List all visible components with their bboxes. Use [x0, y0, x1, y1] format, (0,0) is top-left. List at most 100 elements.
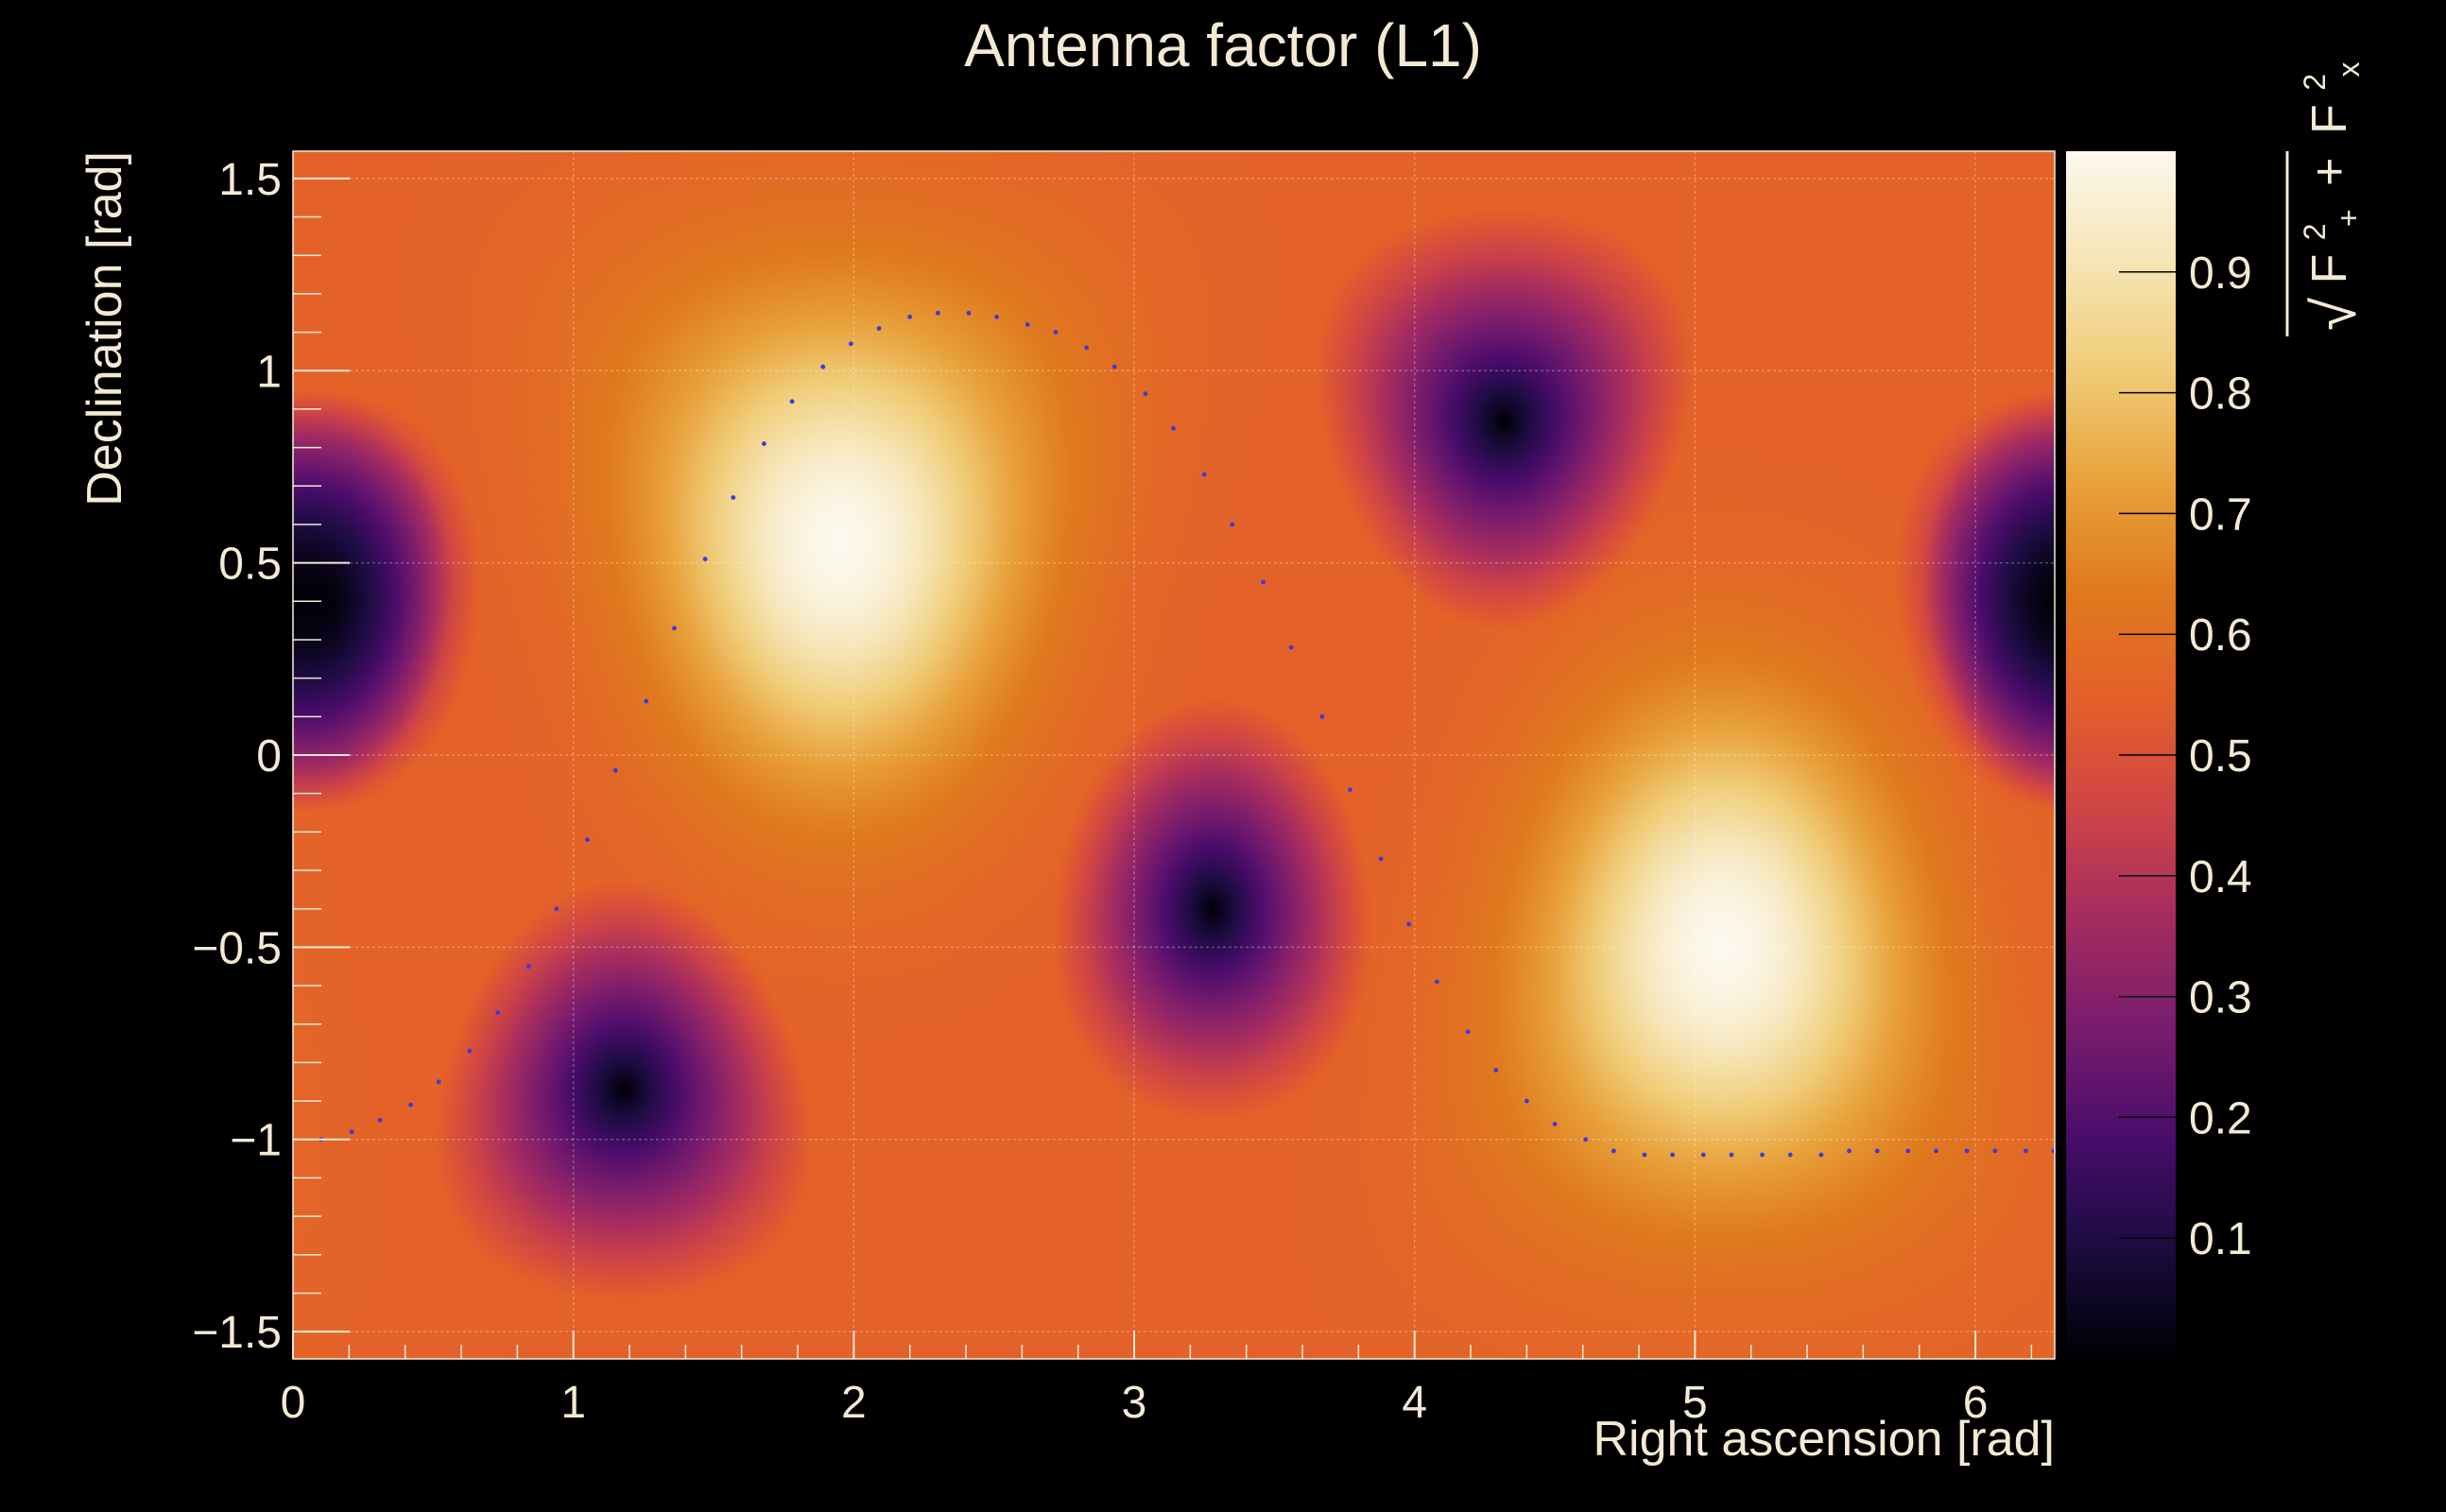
- overlay-point: [408, 1102, 414, 1108]
- overlay-point: [907, 314, 913, 319]
- overlay-point: [1992, 1148, 1998, 1154]
- overlay-point: [762, 441, 767, 446]
- colorbar-label: √ F 2 + + F 2 x: [2282, 60, 2370, 336]
- colorbar-label-plus: +: [2302, 157, 2357, 185]
- overlay-point: [1111, 364, 1117, 369]
- heatmap-image: [293, 151, 2055, 1359]
- overlay-point: [1964, 1148, 1970, 1154]
- overlay-point: [731, 495, 736, 500]
- overlay-point: [585, 837, 590, 842]
- colorbar-label-f1: F: [2302, 254, 2357, 284]
- grid-lines: [292, 151, 2055, 1359]
- overlay-point: [1552, 1122, 1558, 1126]
- overlay-point: [1700, 1152, 1706, 1158]
- overlay-point: [1465, 1029, 1471, 1035]
- overlay-point: [848, 341, 853, 347]
- overlay-point: [876, 326, 882, 331]
- overlay-point: [1378, 856, 1384, 862]
- overlay-point: [1261, 579, 1266, 585]
- overlay-point: [1905, 1148, 1911, 1154]
- overlay-point: [1787, 1152, 1793, 1158]
- overlay-point: [994, 314, 1000, 319]
- overlay-point: [1230, 522, 1235, 527]
- y-axis-label: Declination [rad]: [78, 151, 132, 507]
- overlay-point: [789, 399, 795, 404]
- overlay-point: [554, 906, 560, 912]
- overlay-point: [349, 1129, 354, 1135]
- overlay-point: [1025, 322, 1030, 327]
- overlay-point: [1435, 979, 1439, 985]
- overlay-point: [1583, 1137, 1589, 1143]
- overlay-point: [495, 1010, 500, 1015]
- overlay-point: [644, 698, 649, 704]
- y-tick-label: 1: [256, 347, 282, 397]
- colorbar-tick-label: 0.7: [2189, 490, 2252, 540]
- overlay-point: [1729, 1152, 1734, 1158]
- plot-area: [292, 150, 2057, 1360]
- x-tick-label: 4: [1402, 1378, 1427, 1428]
- overlay-point: [1818, 1152, 1824, 1158]
- chart-title: Antenna factor (L1): [964, 11, 1482, 79]
- overlay-point: [1642, 1152, 1647, 1158]
- colorbar-label-f2: F: [2302, 104, 2357, 134]
- colorbar-tick-label: 0.2: [2189, 1093, 2252, 1143]
- overlay-point: [672, 626, 677, 631]
- overlay-point: [377, 1118, 383, 1123]
- colorbar-tick-label: 0.6: [2189, 610, 2252, 661]
- overlay-point: [1053, 330, 1059, 335]
- overlay-point: [1874, 1148, 1880, 1154]
- y-tick-label: −0.5: [192, 923, 282, 973]
- overlay-point: [1084, 345, 1089, 351]
- colorbar-tick-label: 0.8: [2189, 369, 2252, 420]
- overlay-point: [1493, 1068, 1499, 1073]
- overlay-point: [1288, 644, 1294, 650]
- overlay-point: [1760, 1152, 1765, 1158]
- overlay-point: [1201, 472, 1207, 477]
- overlay-point: [2024, 1148, 2028, 1154]
- overlay-point: [1348, 787, 1352, 793]
- colorbar-label-sub1: +: [2332, 209, 2366, 227]
- colorbar-tick-label: 0.1: [2189, 1214, 2252, 1264]
- overlay-point: [1611, 1148, 1616, 1154]
- colorbar-tick-label: 0.5: [2189, 731, 2252, 782]
- overlay-point: [935, 310, 940, 316]
- overlay-point: [1847, 1148, 1852, 1154]
- colorbar: 0.1 0.2 0.3 0.4 0.5 0.6 0.7 0.8 0.9: [2066, 151, 2252, 1359]
- overlay-point: [525, 964, 531, 970]
- overlay-point: [1319, 713, 1325, 719]
- overlay-point: [612, 767, 618, 773]
- colorbar-ticks: 0.1 0.2 0.3 0.4 0.5 0.6 0.7 0.8 0.9: [2119, 249, 2252, 1264]
- x-tick-label: 1: [560, 1378, 586, 1428]
- overlay-point: [1524, 1098, 1529, 1104]
- overlay-point: [467, 1048, 473, 1054]
- overlay-point: [1171, 425, 1176, 431]
- colorbar-label-root: √: [2300, 297, 2368, 331]
- x-tick-label: 3: [1122, 1378, 1147, 1428]
- colorbar-label-sub2: x: [2332, 62, 2366, 77]
- colorbar-tick-label: 0.4: [2189, 852, 2252, 902]
- y-tick-label: 1.5: [218, 155, 282, 205]
- overlay-point: [1934, 1148, 1938, 1154]
- overlay-point: [1143, 391, 1148, 397]
- colorbar-label-sup1: 2: [2298, 223, 2332, 240]
- overlay-point: [1670, 1152, 1676, 1158]
- x-axis-label: Right ascension [rad]: [1593, 1412, 2056, 1467]
- x-axis: 0 1 2 3 4 5 6: [281, 1331, 1989, 1428]
- y-axis: 1.5 1 0.5 0 −0.5 −1 −1.5: [192, 155, 350, 1358]
- overlay-point: [1406, 921, 1412, 927]
- y-tick-label: 0: [256, 731, 282, 782]
- colorbar-label-sup2: 2: [2298, 74, 2332, 91]
- minor-ticks: [293, 215, 2033, 1359]
- y-tick-label: −1: [230, 1116, 282, 1166]
- overlay-point: [702, 557, 708, 561]
- y-tick-label: 0.5: [218, 540, 282, 590]
- overlay-point: [966, 310, 972, 316]
- overlay-dotted-curve: [319, 310, 2057, 1158]
- x-tick-label: 6: [1963, 1378, 1989, 1428]
- x-tick-label: 5: [1682, 1378, 1708, 1428]
- svg-text:√ F 2 +: √ F 2 + + F 2 x: [2282, 60, 2370, 331]
- colorbar-tick-label: 0.3: [2189, 973, 2252, 1023]
- y-tick-label: −1.5: [192, 1308, 282, 1358]
- x-tick-label: 0: [281, 1378, 306, 1428]
